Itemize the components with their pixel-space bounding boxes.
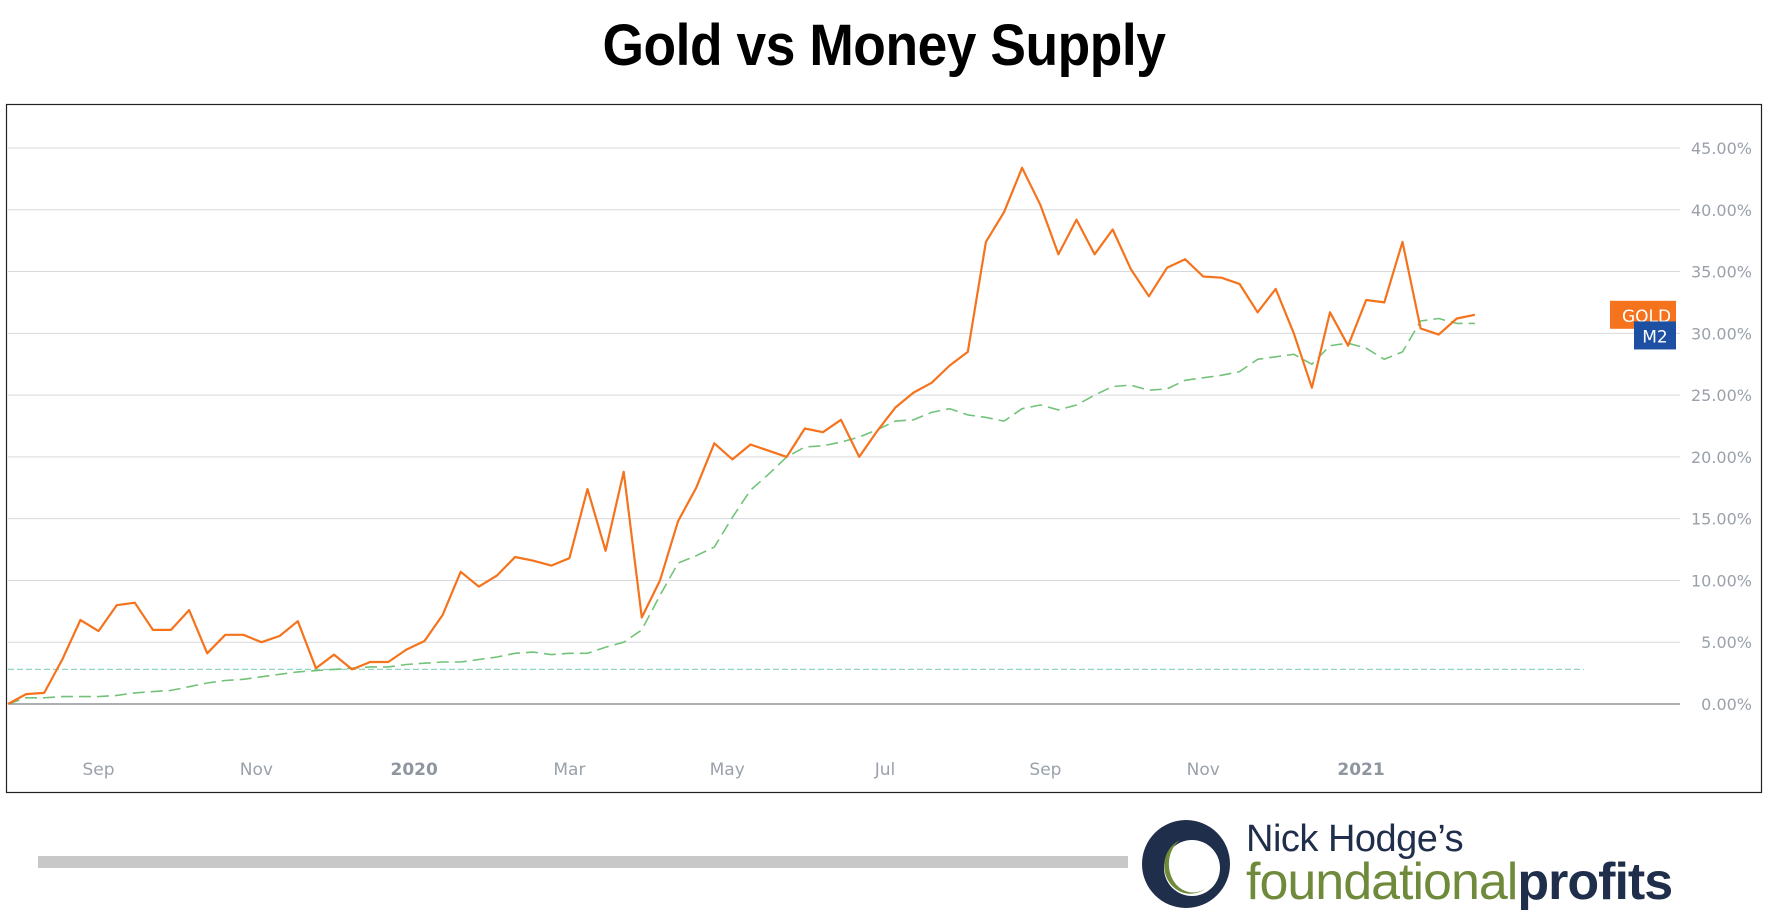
m2-value-label: M2 (1642, 327, 1667, 347)
plot-frame (5, 103, 1763, 794)
y-tick-label: 45.00% (1691, 139, 1752, 158)
x-tick-label: Sep (83, 760, 115, 780)
x-tick-label: Nov (240, 760, 273, 780)
brand-wordmark: foundationalprofits (1246, 852, 1673, 912)
y-tick-label: 5.00% (1701, 633, 1752, 652)
y-tick-label: 15.00% (1691, 510, 1752, 529)
x-tick-label: Mar (553, 760, 585, 780)
chart-title: Gold vs Money Supply (602, 13, 1166, 78)
x-tick-label: 2021 (1337, 760, 1384, 780)
series-line-m2 (7, 317, 1475, 705)
x-tick-label: 2020 (391, 760, 438, 780)
y-tick-label: 25.00% (1691, 386, 1752, 405)
footer-divider-bar (38, 856, 1128, 868)
brand-wordmark-profits: profits (1517, 853, 1673, 911)
y-tick-label: 40.00% (1691, 201, 1752, 220)
series-lines (7, 166, 1476, 705)
x-tick-label: Jul (874, 760, 896, 780)
grid-lines (8, 147, 1680, 705)
brand-name-line: Nick Hodge’s (1246, 818, 1464, 860)
m2-value-label-bg (1634, 321, 1676, 350)
series-line-gold (7, 166, 1476, 705)
x-axis-ticks: Sep Nov 2020 Mar May Jul Sep Nov 2021 (83, 760, 1385, 780)
x-tick-label: Nov (1187, 760, 1220, 780)
x-tick-label: Sep (1029, 760, 1061, 780)
y-tick-label: 30.00% (1691, 324, 1752, 343)
y-tick-label: 0.00% (1701, 695, 1752, 714)
y-tick-label: 35.00% (1691, 263, 1752, 282)
y-axis-ticks: 0.00% 5.00% 10.00% 15.00% 20.00% 25.00% 30.00%… (1691, 139, 1752, 714)
y-tick-label: 10.00% (1691, 571, 1752, 590)
foundational-profits-logo-icon (1142, 820, 1230, 908)
brand-wordmark-foundational: foundational (1246, 853, 1518, 911)
x-tick-label: May (710, 760, 745, 780)
y-tick-label: 20.00% (1691, 448, 1752, 467)
